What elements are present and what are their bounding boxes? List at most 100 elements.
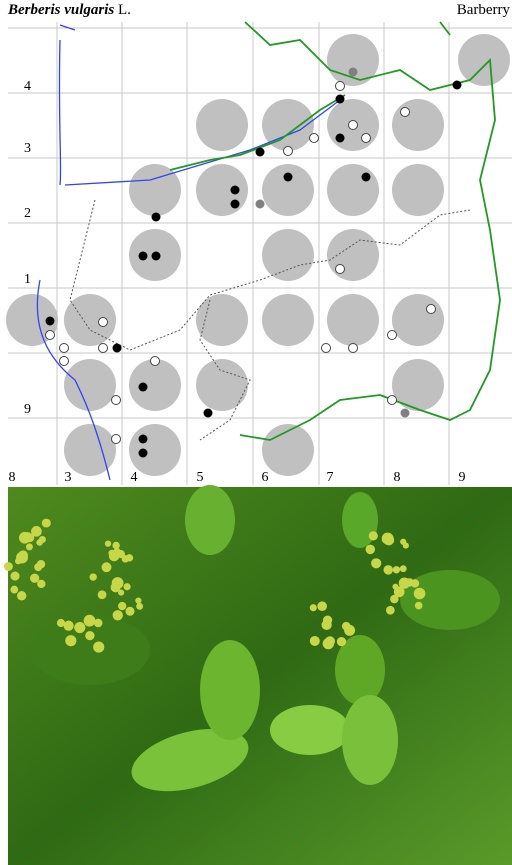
cell-circle xyxy=(6,294,58,346)
flower xyxy=(371,558,382,569)
flower xyxy=(112,541,120,550)
old-record-dot xyxy=(348,67,358,77)
species: Berberis vulgaris xyxy=(8,2,115,18)
uncertain-dot xyxy=(348,120,358,130)
flower xyxy=(121,555,130,563)
cell-circle xyxy=(458,34,510,86)
record-dot xyxy=(335,94,345,104)
flower xyxy=(10,585,19,594)
flower xyxy=(399,565,407,573)
uncertain-dot xyxy=(426,304,436,314)
borders xyxy=(69,199,471,441)
flower xyxy=(37,579,46,589)
cell-circle xyxy=(196,294,248,346)
row-label: 4 xyxy=(24,79,31,94)
flower xyxy=(30,573,40,583)
flower xyxy=(89,573,97,581)
flower xyxy=(93,641,105,653)
record-dot xyxy=(335,133,345,143)
flower xyxy=(38,535,46,544)
uncertain-dot xyxy=(309,133,319,143)
cell-circle xyxy=(392,164,444,216)
column-label: 6 xyxy=(262,470,269,485)
record-dot xyxy=(151,212,161,222)
flower xyxy=(383,534,395,546)
uncertain-dot xyxy=(400,107,410,117)
flower xyxy=(398,577,411,589)
grid xyxy=(8,22,512,485)
uncertain-dot xyxy=(98,343,108,353)
flower xyxy=(413,587,426,600)
flower xyxy=(65,635,77,647)
flower xyxy=(392,566,401,574)
flower xyxy=(321,619,332,631)
column-label: 8 xyxy=(9,470,16,485)
flower xyxy=(309,604,317,612)
flower xyxy=(101,562,112,573)
uncertain-dot xyxy=(361,133,371,143)
cell-circle xyxy=(64,294,116,346)
uncertain-dot xyxy=(111,434,121,444)
cell-circle xyxy=(327,229,379,281)
record-dot xyxy=(138,382,148,392)
row-label: 1 xyxy=(24,272,31,287)
flower xyxy=(383,565,394,575)
column-label: 7 xyxy=(327,470,334,485)
flower xyxy=(322,638,334,650)
uncertain-dot xyxy=(111,395,121,405)
flower xyxy=(31,526,42,537)
uncertain-dot xyxy=(321,343,331,353)
record-dot xyxy=(255,147,265,157)
cell-circle xyxy=(262,229,314,281)
cell-circle xyxy=(64,424,116,476)
flower xyxy=(390,594,399,604)
flower xyxy=(414,601,423,610)
occurrence-cells xyxy=(6,34,510,476)
flower xyxy=(118,601,127,611)
flower xyxy=(15,557,22,565)
record-dot xyxy=(230,185,240,195)
flower xyxy=(110,582,121,593)
flower xyxy=(85,630,95,641)
uncertain-dot xyxy=(348,343,358,353)
flower xyxy=(83,614,96,627)
common-name: Barberry xyxy=(456,2,510,18)
old-record-dot xyxy=(400,408,410,418)
flower xyxy=(118,589,125,596)
grid-labels: 4 3 2 1 9 8 3 4 5 6 7 8 9 xyxy=(9,79,466,485)
flower xyxy=(63,620,74,631)
uncertain-dot xyxy=(59,343,69,353)
flower xyxy=(365,544,376,555)
old-record-dot xyxy=(255,199,265,209)
cell-circle xyxy=(392,294,444,346)
flower xyxy=(56,618,66,628)
record-dot xyxy=(452,80,462,90)
cell-circle xyxy=(129,359,181,411)
record-dot xyxy=(283,172,293,182)
uncertain-dot xyxy=(335,264,345,274)
header: Berberis vulgaris L. Barberry xyxy=(0,0,512,22)
flower xyxy=(36,559,46,569)
cell-circle xyxy=(196,359,248,411)
record-dot xyxy=(138,434,148,444)
occurrence-dots xyxy=(45,67,462,458)
flower xyxy=(123,583,131,591)
flower xyxy=(25,543,33,551)
flower xyxy=(344,624,356,636)
column-label: 9 xyxy=(459,470,466,485)
cell-circle xyxy=(327,294,379,346)
cell-circle xyxy=(262,99,314,151)
uncertain-dot xyxy=(45,330,55,340)
row-label: 2 xyxy=(24,206,31,221)
flower xyxy=(16,591,27,601)
flower xyxy=(136,602,144,610)
species-name: Berberis vulgaris L. xyxy=(8,2,131,19)
cell-circle xyxy=(196,164,248,216)
record-dot xyxy=(151,251,161,261)
photo xyxy=(3,485,512,865)
uncertain-dot xyxy=(387,330,397,340)
cell-circle xyxy=(262,294,314,346)
flower xyxy=(410,579,420,588)
